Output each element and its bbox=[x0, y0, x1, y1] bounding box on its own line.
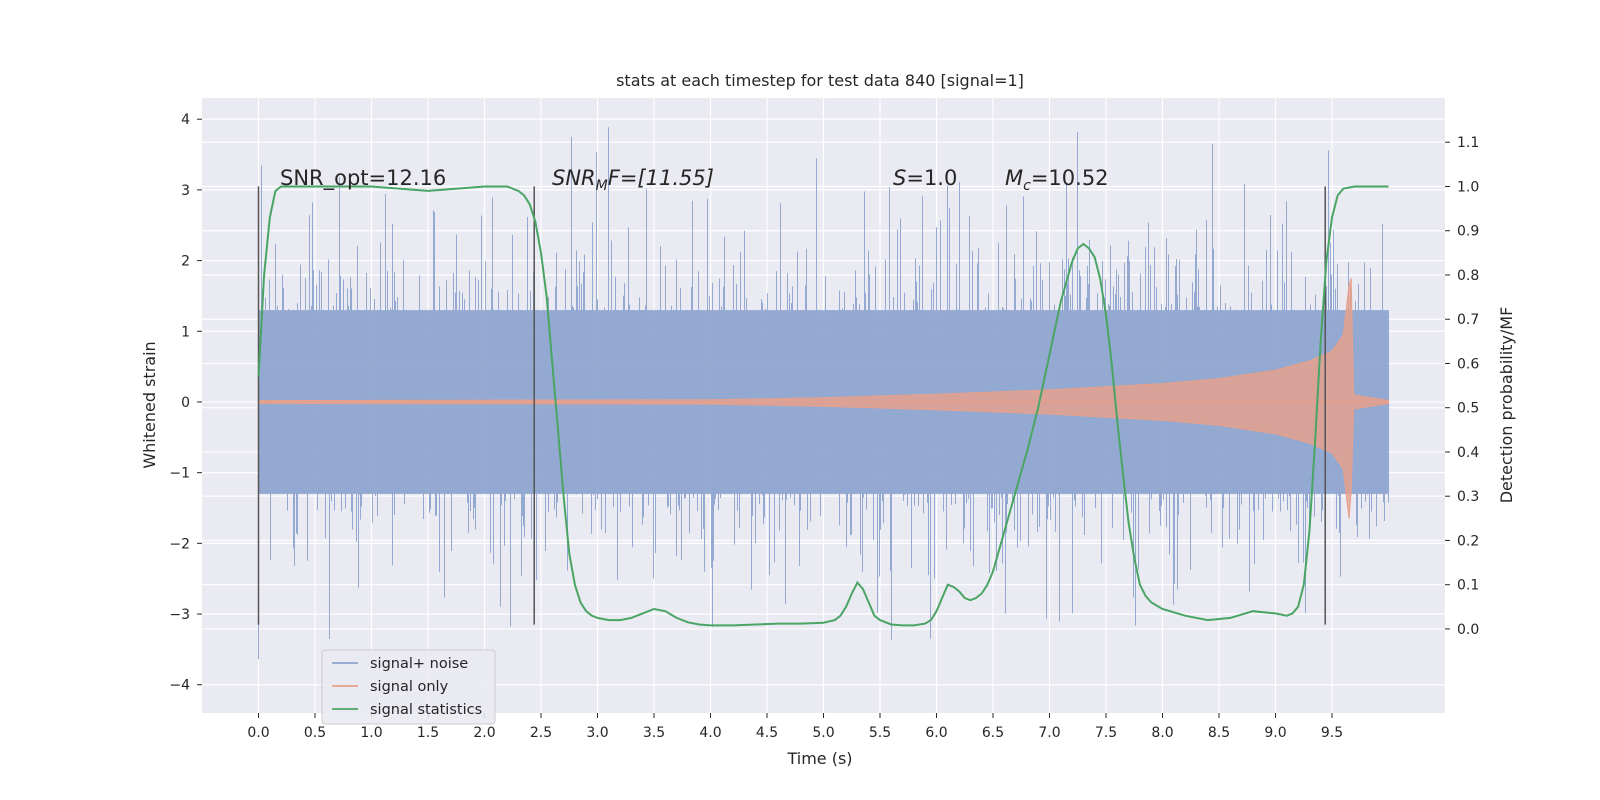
x-tick-label: 0.0 bbox=[247, 725, 269, 741]
y-tick-label: 4 bbox=[181, 112, 190, 128]
x-tick-label: 9.5 bbox=[1321, 725, 1343, 741]
annotation-snr-opt: SNR_opt=12.16 bbox=[280, 166, 446, 191]
x-tick-label: 1.5 bbox=[417, 725, 439, 741]
annotation-snr-mf-rest: F=[11.55] bbox=[608, 166, 714, 190]
y2-axis-label: Detection probability/MF bbox=[1497, 307, 1516, 504]
x-tick-label: 3.0 bbox=[586, 725, 608, 741]
y-axis-label: Whitened strain bbox=[140, 341, 159, 468]
x-axis-label: Time (s) bbox=[786, 749, 852, 768]
x-tick-label: 4.0 bbox=[699, 725, 721, 741]
y-tick-label: 1 bbox=[181, 324, 190, 340]
y2-tick-label: 1.1 bbox=[1457, 135, 1479, 151]
annotation-s-rest: =1.0 bbox=[906, 166, 957, 190]
legend: signal+ noise signal only signal statist… bbox=[321, 649, 496, 725]
y-tick-label: −3 bbox=[169, 607, 190, 623]
annotation-s-main: S bbox=[893, 166, 906, 190]
y2-tick-label: 1.0 bbox=[1457, 179, 1479, 195]
annotation-snr-mf: SNRMF=[11.55] bbox=[552, 166, 714, 194]
y2-tick-label: 0.4 bbox=[1457, 445, 1479, 461]
y2-tick-label: 0.1 bbox=[1457, 578, 1479, 594]
signal-only-series bbox=[258, 278, 1389, 519]
annotation-snr-mf-sub: M bbox=[596, 178, 608, 194]
x-tick-label: 5.5 bbox=[869, 725, 891, 741]
legend-label-signal-noise: signal+ noise bbox=[370, 656, 468, 672]
annotation-mc-main: M bbox=[1005, 166, 1023, 190]
y2-tick-label: 0.6 bbox=[1457, 356, 1479, 372]
y-tick-label: −1 bbox=[169, 466, 190, 482]
x-tick-label: 1.0 bbox=[360, 725, 382, 741]
x-tick-label: 5.0 bbox=[812, 725, 834, 741]
y2-tick-label: 0.9 bbox=[1457, 224, 1479, 240]
x-tick-label: 4.5 bbox=[756, 725, 778, 741]
annotation-mc-rest: =10.52 bbox=[1031, 166, 1109, 190]
x-tick-label: 7.5 bbox=[1095, 725, 1117, 741]
y2-tick-label: 0.8 bbox=[1457, 268, 1479, 284]
y-tick-label: −2 bbox=[169, 536, 190, 552]
annotation-mc-sub: c bbox=[1023, 178, 1031, 194]
signal-statistics-series bbox=[257, 185, 1389, 627]
x-tick-label: 0.5 bbox=[304, 725, 326, 741]
y2-tick-label: 0.7 bbox=[1457, 312, 1479, 328]
legend-box bbox=[321, 649, 496, 725]
y-tick-label: −4 bbox=[169, 678, 190, 694]
x-tick-label: 8.5 bbox=[1208, 725, 1230, 741]
annotation-s: S=1.0 bbox=[893, 166, 957, 190]
legend-label-signal-statistics: signal statistics bbox=[370, 702, 482, 718]
x-tick-label: 2.0 bbox=[473, 725, 495, 741]
y-tick-label: 2 bbox=[181, 254, 190, 270]
annotation-mc: Mc=10.52 bbox=[1005, 166, 1109, 194]
y-tick-label: 0 bbox=[181, 395, 190, 411]
x-tick-label: 2.5 bbox=[530, 725, 552, 741]
x-tick-label: 6.0 bbox=[925, 725, 947, 741]
x-tick-label: 3.5 bbox=[643, 725, 665, 741]
chart-title: stats at each timestep for test data 840… bbox=[616, 71, 1024, 90]
x-tick-label: 8.0 bbox=[1151, 725, 1173, 741]
y-tick-label: 3 bbox=[181, 183, 190, 199]
legend-label-signal-only: signal only bbox=[370, 679, 449, 695]
y2-tick-label: 0.2 bbox=[1457, 533, 1479, 549]
x-tick-label: 7.0 bbox=[1038, 725, 1060, 741]
y2-tick-label: 0.5 bbox=[1457, 401, 1479, 417]
y2-tick-label: 0.3 bbox=[1457, 489, 1479, 505]
y2-tick-label: 0.0 bbox=[1457, 622, 1479, 638]
annotation-snr-mf-main: SNR bbox=[552, 166, 596, 190]
x-tick-label: 6.5 bbox=[982, 725, 1004, 741]
x-tick-label: 9.0 bbox=[1264, 725, 1286, 741]
